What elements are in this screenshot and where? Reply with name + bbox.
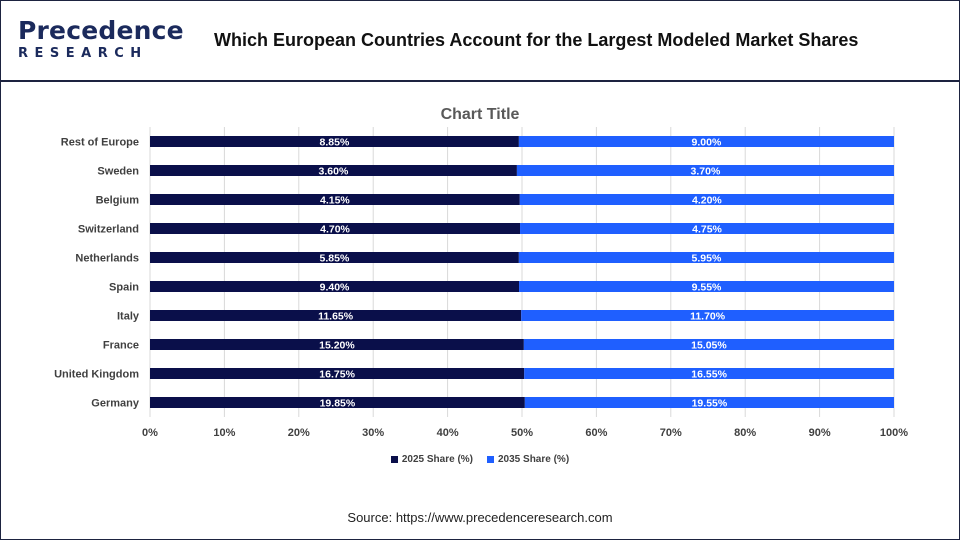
legend-swatch-2035 — [487, 456, 494, 463]
category-label: United Kingdom — [54, 369, 139, 381]
data-label: 8.85% — [320, 137, 350, 149]
legend-label-2025: 2025 Share (%) — [401, 454, 473, 465]
bar-segment — [519, 194, 894, 205]
bar-segment — [150, 397, 525, 408]
data-label: 19.85% — [320, 398, 356, 410]
bar-segment — [150, 194, 520, 205]
data-label: 3.70% — [691, 166, 721, 178]
x-tick-label: 30% — [362, 427, 384, 439]
bar-segment — [524, 397, 894, 408]
bar-segment — [524, 368, 894, 379]
x-tick-label: 70% — [660, 427, 682, 439]
data-label: 4.70% — [320, 224, 350, 236]
category-label: France — [103, 340, 139, 352]
bar-segment — [150, 339, 524, 350]
bar-segment — [518, 136, 894, 147]
category-label: Italy — [117, 311, 140, 323]
x-tick-label: 10% — [213, 427, 235, 439]
data-label: 4.20% — [692, 195, 722, 207]
data-label: 15.20% — [319, 340, 355, 352]
x-tick-label: 80% — [734, 427, 756, 439]
data-label: 3.60% — [319, 166, 349, 178]
category-label: Germany — [91, 398, 140, 410]
category-label: Netherlands — [75, 253, 139, 265]
category-label: Spain — [109, 282, 139, 294]
x-tick-label: 40% — [437, 427, 459, 439]
legend-item-2035: 2035 Share (%) — [487, 454, 569, 465]
x-tick-label: 20% — [288, 427, 310, 439]
chart-title: Chart Title — [440, 106, 520, 123]
data-label: 9.40% — [320, 282, 350, 294]
data-label: 11.70% — [690, 311, 726, 323]
page-title: Which European Countries Account for the… — [214, 30, 859, 50]
bar-segment — [150, 310, 522, 321]
category-label: Belgium — [96, 195, 140, 207]
bar-segment — [521, 310, 894, 321]
category-label: Switzerland — [78, 224, 139, 236]
brand-logo[interactable]: Precedence RESEARCH — [18, 16, 184, 64]
data-label: 9.55% — [692, 282, 722, 294]
header: Precedence RESEARCH Which European Count… — [0, 0, 960, 82]
data-label: 16.75% — [319, 369, 355, 381]
data-label: 4.75% — [692, 224, 722, 236]
bar-segment — [150, 281, 520, 292]
data-label: 11.65% — [318, 311, 354, 323]
logo-wordmark: Precedence — [18, 16, 184, 45]
legend-item-2025: 2025 Share (%) — [390, 454, 473, 465]
category-label: Sweden — [97, 166, 139, 178]
source-note: Source: https://www.precedenceresearch.c… — [347, 510, 613, 525]
bar-segment — [150, 223, 521, 234]
x-tick-label: 0% — [142, 427, 158, 439]
legend-label-2035: 2035 Share (%) — [498, 454, 570, 465]
bar-segment — [519, 281, 894, 292]
bar-segment — [523, 339, 894, 350]
x-tick-label: 60% — [585, 427, 607, 439]
chart-legend: 2025 Share (%) 2035 Share (%) — [0, 454, 960, 465]
bar-segment — [150, 165, 517, 176]
bar-segment — [518, 252, 894, 263]
legend-swatch-2025 — [390, 456, 398, 463]
x-tick-label: 90% — [809, 427, 831, 439]
bar-segment — [150, 368, 525, 379]
data-label: 5.95% — [692, 253, 722, 265]
bar-segment — [516, 165, 894, 176]
x-tick-label: 50% — [511, 427, 533, 439]
data-label: 4.15% — [320, 195, 350, 207]
data-label: 19.55% — [692, 398, 728, 410]
data-label: 5.85% — [320, 253, 350, 265]
x-tick-label: 100% — [880, 427, 908, 439]
category-label: Rest of Europe — [61, 137, 139, 149]
data-label: 9.00% — [692, 137, 722, 149]
logo-subtitle: RESEARCH — [18, 46, 148, 61]
bar-segment — [150, 136, 519, 147]
data-label: 16.55% — [691, 369, 727, 381]
bar-segment — [520, 223, 894, 234]
data-label: 15.05% — [691, 340, 727, 352]
bar-segment — [150, 252, 519, 263]
